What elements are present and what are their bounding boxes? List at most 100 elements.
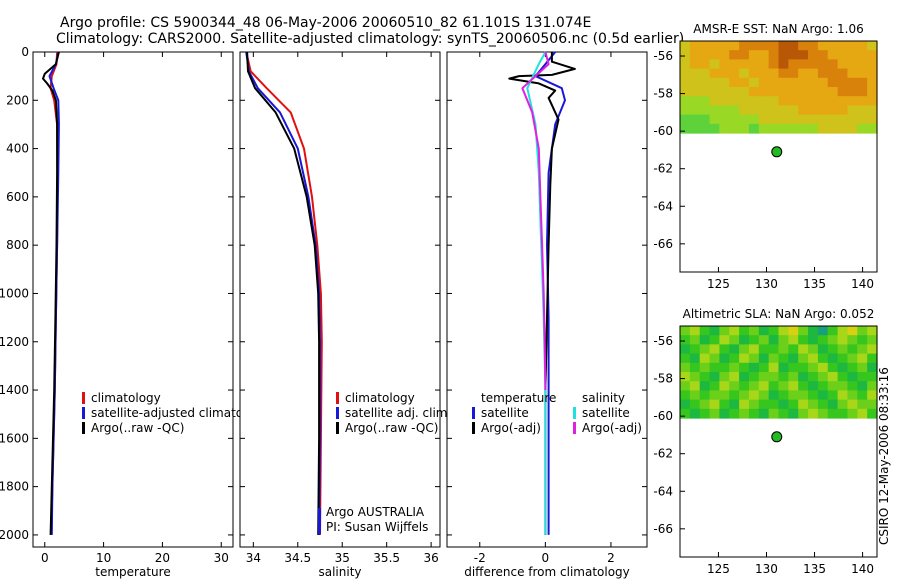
map-cell bbox=[837, 353, 849, 364]
map-cell bbox=[867, 399, 878, 410]
map-cell bbox=[847, 344, 858, 355]
map-cell bbox=[827, 390, 839, 401]
map-cell bbox=[788, 408, 799, 419]
map-cell bbox=[857, 50, 868, 60]
map-cell bbox=[808, 381, 819, 392]
map-cell bbox=[798, 399, 809, 410]
map-cell bbox=[709, 114, 720, 125]
map-cell bbox=[719, 353, 730, 364]
map-cell bbox=[729, 123, 740, 134]
map-cell bbox=[748, 105, 760, 116]
map-cell bbox=[689, 59, 701, 70]
credit-label: CSIRO 12-May-2006 08:33:16 bbox=[877, 367, 891, 545]
legend-entry: Argo(-adj) bbox=[481, 421, 541, 435]
x-axis-label: salinity bbox=[318, 565, 361, 579]
y-tick-label: 2000 bbox=[0, 528, 29, 542]
map-cell bbox=[847, 105, 858, 116]
map-cell bbox=[847, 372, 858, 382]
map-cell bbox=[739, 59, 750, 70]
legend-swatch bbox=[336, 422, 339, 434]
map-cell bbox=[827, 399, 839, 410]
map-cell bbox=[719, 96, 730, 107]
map-cell bbox=[857, 114, 868, 125]
map-cell bbox=[689, 344, 701, 355]
map-cell bbox=[719, 50, 730, 60]
map-cell bbox=[689, 77, 701, 88]
map-cell bbox=[729, 362, 740, 373]
map-cell bbox=[729, 353, 740, 364]
map-cell bbox=[788, 105, 799, 116]
map-cell bbox=[768, 123, 780, 134]
map-cell bbox=[709, 362, 720, 373]
map-cell bbox=[798, 68, 809, 79]
map-cell bbox=[739, 123, 750, 134]
map-cell bbox=[827, 87, 839, 97]
map-cell bbox=[739, 390, 750, 401]
map-cell bbox=[709, 381, 720, 392]
plot-frame bbox=[32, 51, 234, 548]
map-cell bbox=[817, 326, 829, 336]
map-cell bbox=[719, 87, 730, 97]
map-cell bbox=[857, 399, 868, 410]
map-cell bbox=[689, 353, 701, 364]
map-cell bbox=[709, 399, 720, 410]
map-cell bbox=[837, 381, 849, 392]
legend-swatch bbox=[82, 407, 85, 419]
map-cell bbox=[808, 87, 819, 97]
map-cell bbox=[847, 390, 858, 401]
map-cell bbox=[857, 335, 868, 345]
map-cell bbox=[729, 372, 740, 382]
map-cell bbox=[857, 87, 868, 97]
map-cell bbox=[680, 87, 691, 97]
map-cell bbox=[827, 68, 839, 79]
map-cell bbox=[857, 353, 868, 364]
map-cell bbox=[857, 372, 868, 382]
map-cell bbox=[758, 399, 770, 410]
map-cell bbox=[798, 408, 809, 419]
map-cell bbox=[680, 353, 691, 364]
x-tick-label: -2 bbox=[474, 551, 486, 565]
y-tick-label: 1600 bbox=[0, 431, 29, 445]
map-cell bbox=[699, 77, 711, 88]
map-cell bbox=[847, 77, 858, 88]
map-cell bbox=[768, 372, 780, 382]
map-cell bbox=[748, 335, 760, 345]
y-tick-label: 1000 bbox=[0, 286, 29, 300]
map-cell bbox=[798, 390, 809, 401]
map-cell bbox=[699, 362, 711, 373]
legend-entry: satellite-adjusted climatology bbox=[91, 406, 269, 420]
map-cell bbox=[739, 381, 750, 392]
map-cell bbox=[788, 68, 799, 79]
legend-entry: salinity bbox=[582, 391, 625, 405]
legend-swatch bbox=[336, 392, 339, 404]
map-cell bbox=[778, 96, 789, 107]
map-cell bbox=[837, 68, 849, 79]
map-cell bbox=[768, 390, 780, 401]
map-cell bbox=[857, 123, 868, 134]
map-cell bbox=[798, 353, 809, 364]
map-cell bbox=[788, 114, 799, 125]
series-line bbox=[508, 52, 576, 535]
map-cell bbox=[827, 41, 839, 51]
y-tick-label: -58 bbox=[653, 372, 673, 386]
map-cell bbox=[699, 381, 711, 392]
map-cell bbox=[768, 59, 780, 70]
float-position-marker bbox=[771, 146, 783, 158]
argo-annotation-line1: Argo AUSTRALIA bbox=[326, 505, 425, 519]
map-cell bbox=[758, 68, 770, 79]
map-cell bbox=[739, 326, 750, 336]
map-cell bbox=[699, 68, 711, 79]
map-cell bbox=[817, 344, 829, 355]
x-tick-label: 135 bbox=[803, 562, 826, 576]
map-title: AMSR-E SST: NaN Argo: 1.06 bbox=[693, 22, 863, 36]
map-cell bbox=[808, 41, 819, 51]
map-cell bbox=[798, 77, 809, 88]
map-cell bbox=[739, 372, 750, 382]
y-tick-label: 600 bbox=[6, 190, 29, 204]
map-cell bbox=[709, 353, 720, 364]
map-cell bbox=[808, 68, 819, 79]
map-cell bbox=[778, 41, 789, 51]
map-cell bbox=[817, 105, 829, 116]
map-cell bbox=[719, 408, 730, 419]
map-cell bbox=[798, 50, 809, 60]
